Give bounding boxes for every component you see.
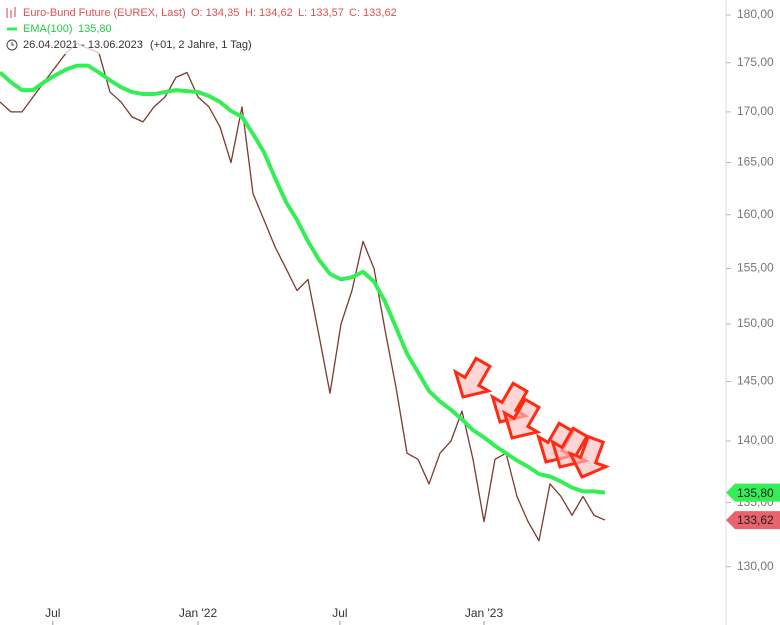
legend-ohlc: L: 133,57 <box>298 7 344 19</box>
x-tick-label: Jul <box>45 606 60 620</box>
x-tick-label: Jan '23 <box>465 606 504 620</box>
legend-ema-value: 135,80 <box>78 23 112 35</box>
y-tick-label: 160,00 <box>737 207 774 221</box>
clock-icon <box>6 39 18 51</box>
x-tick-label: Jul <box>332 606 347 620</box>
legend-period: (+01, 2 Jahre, 1 Tag) <box>150 39 252 51</box>
x-tick-label: Jan '22 <box>179 606 218 620</box>
plot: 130,00135,00140,00145,00150,00155,00160,… <box>0 7 780 625</box>
arrow <box>453 356 493 399</box>
legend-ohlc: O: 134,35 <box>191 7 239 19</box>
y-tick-label: 140,00 <box>737 433 774 447</box>
annotation-arrows <box>453 356 611 479</box>
last-value-label: 135,80 <box>737 486 774 500</box>
price-line <box>0 42 606 542</box>
y-tick-label: 170,00 <box>737 104 774 118</box>
legend-range: 26.04.2021 - 13.06.2023 <box>23 39 143 51</box>
y-tick-label: 150,00 <box>737 316 774 330</box>
last-value-label: 133,62 <box>737 513 774 527</box>
y-tick-label: 155,00 <box>737 261 774 275</box>
legend-bg <box>0 2 400 54</box>
clock-hand <box>11 42 14 46</box>
ema-line <box>0 63 606 495</box>
legend-ohlc: C: 133,62 <box>349 7 397 19</box>
y-tick-label: 165,00 <box>737 155 774 169</box>
arrow <box>567 434 611 479</box>
legend-ohlc: H: 134,62 <box>245 7 293 19</box>
last-value-badge <box>726 511 780 530</box>
last-value-badge <box>726 483 780 502</box>
y-tick-label: 130,00 <box>737 559 774 573</box>
legend-ema: EMA(100) <box>23 23 73 35</box>
candle-icon <box>6 7 16 18</box>
arrow <box>502 397 542 440</box>
legend-title: Euro-Bund Future (EUREX, Last) <box>23 7 186 19</box>
y-tick-label: 175,00 <box>737 55 774 69</box>
y-tick-label: 180,00 <box>737 7 774 21</box>
y-tick-label: 145,00 <box>737 374 774 388</box>
legend: Euro-Bund Future (EUREX, Last) O: 134,35… <box>0 2 400 54</box>
